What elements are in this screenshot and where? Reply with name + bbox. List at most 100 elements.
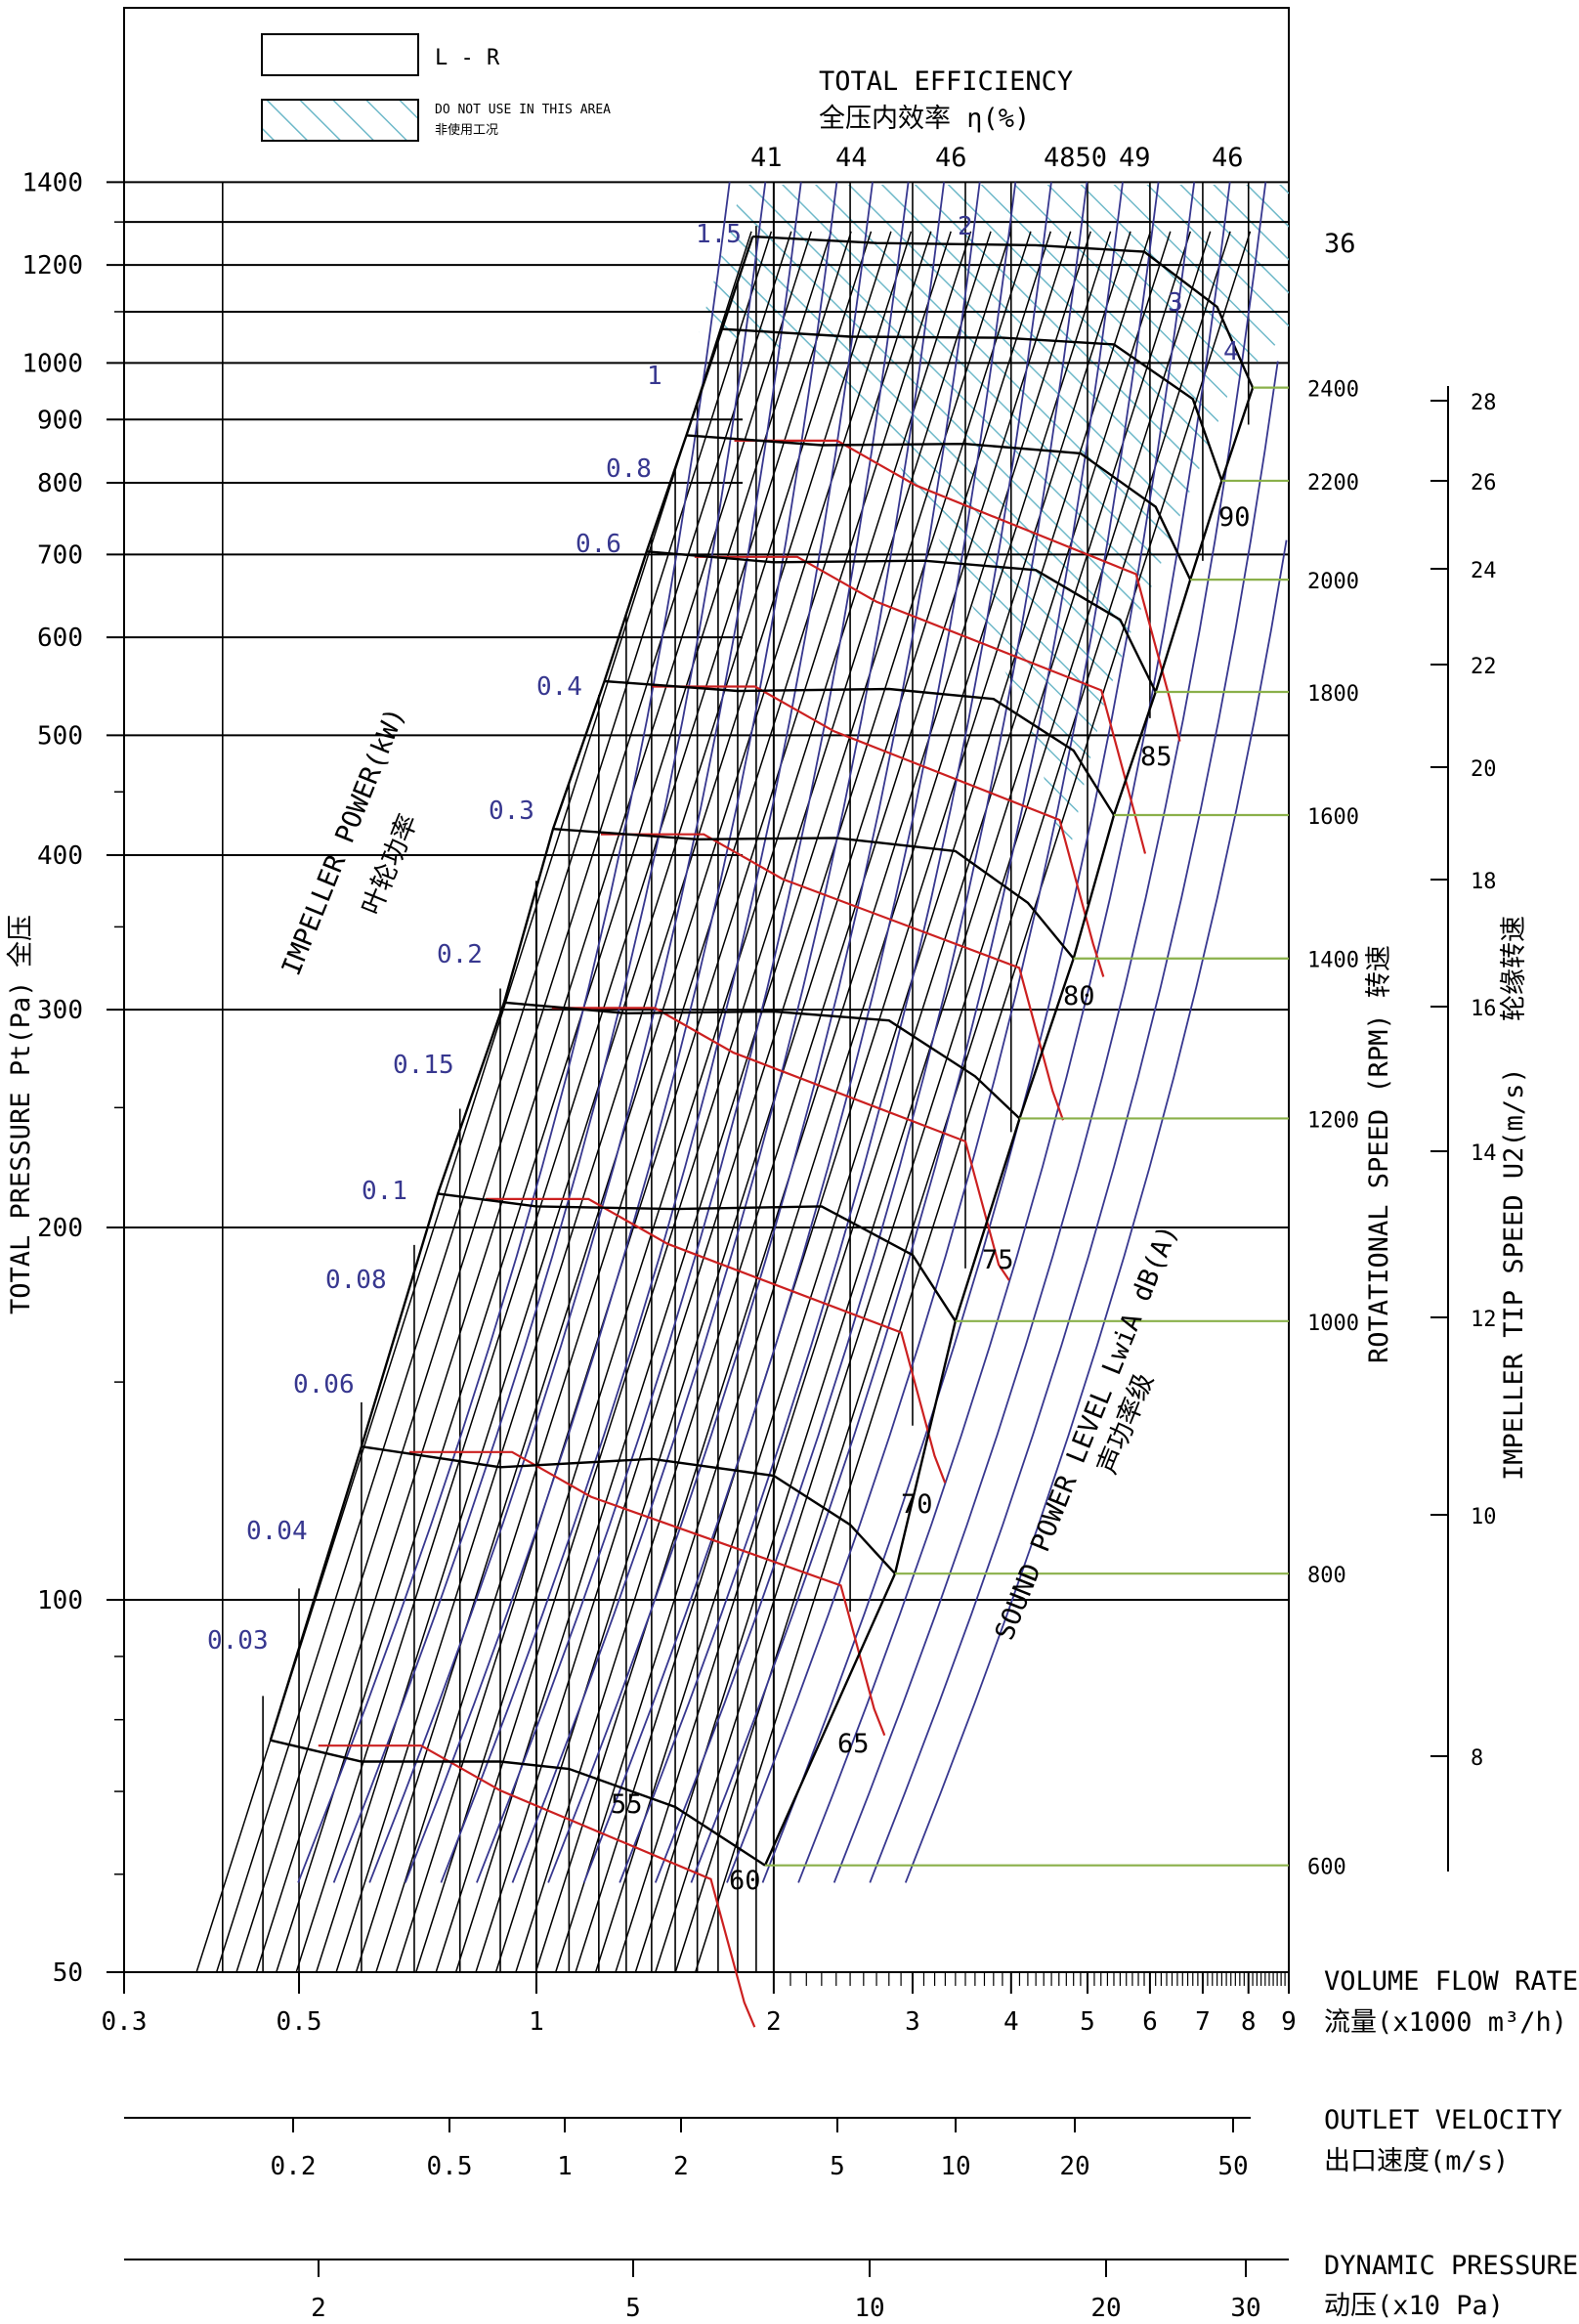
velocity-tick-label: 0.2: [271, 2152, 317, 2181]
dynamic-tick-label: 5: [625, 2294, 641, 2323]
sound-curve: [601, 833, 1065, 1121]
efficiency-label: 36: [1324, 229, 1356, 259]
x-tick-label: 7: [1195, 2007, 1211, 2037]
rpm-label: 800: [1307, 1564, 1346, 1588]
y-axis-title-cn: 全压: [6, 915, 36, 968]
tip-axis-title-cn: 轮缘转速: [1499, 916, 1529, 1021]
fan-curve-2400: [752, 235, 1255, 389]
y-tick-label: 200: [37, 1214, 83, 1243]
y-tick-label: 700: [37, 540, 83, 570]
power-curve: [297, 182, 731, 1883]
system-line: [215, 231, 773, 1973]
velocity-tick-label: 20: [1059, 2152, 1089, 2181]
velocity-tick-label: 0.5: [427, 2152, 473, 2181]
y-tick-label: 600: [37, 624, 83, 653]
rpm-label: 1800: [1307, 682, 1359, 707]
power-curve: [797, 182, 1231, 1883]
system-line: [634, 231, 1192, 1973]
x-tick-label: 5: [1080, 2007, 1095, 2037]
y-tick-label: 900: [37, 406, 83, 435]
rpm-label: 2200: [1307, 471, 1359, 495]
rpm-label: 600: [1307, 1856, 1346, 1880]
efficiency-label: 46: [935, 143, 967, 173]
power-label: 0.04: [246, 1517, 308, 1546]
power-label: 3: [1168, 288, 1183, 318]
y-tick-label: 800: [37, 469, 83, 498]
tip-tick-label: 8: [1471, 1746, 1483, 1771]
power-curve: [547, 182, 981, 1883]
power-curves: [297, 182, 1288, 1883]
efficiency-title-en: TOTAL EFFICIENCY: [819, 66, 1073, 97]
tip-tick-label: 20: [1471, 757, 1497, 782]
x-tick-label: 9: [1281, 2007, 1297, 2037]
x-tick-label: 2: [766, 2007, 782, 2037]
power-curve: [726, 182, 1160, 1883]
legend: L - R DO NOT USE IN THIS AREA 非使用工况: [261, 33, 611, 142]
system-line: [415, 231, 972, 1973]
dynamic-axis-title-en: DYNAMIC PRESSURE: [1324, 2251, 1578, 2281]
dynamic-tick-label: 30: [1230, 2294, 1260, 2323]
system-line: [276, 231, 832, 1973]
power-title-cn: 叶轮功率: [357, 810, 424, 920]
legend-hatch-swatch: [261, 99, 419, 142]
system-line: [335, 231, 892, 1973]
system-line: [295, 231, 852, 1973]
tip-tick-label: 18: [1471, 870, 1497, 894]
fan-curve-800: [361, 1445, 896, 1575]
power-label: 1: [647, 362, 662, 391]
tip-axis-title-en: IMPELLER TIP SPEED U2(m/s): [1499, 1067, 1529, 1481]
dynamic-axis-title-cn: 动压(x10 Pa): [1324, 2291, 1504, 2321]
bottom-axes: 0.3 0.5 1 2 3 4 5 6 7 8 9 0.2 0.5 1 2 5 10 20 50 2 5 10 20 30: [102, 1972, 1297, 2323]
power-label: 0.03: [207, 1626, 269, 1656]
power-curve: [690, 182, 1124, 1883]
plot-frame: [123, 7, 1290, 1973]
dynamic-tick-label: 10: [854, 2294, 884, 2323]
y-tick-label: 1400: [21, 168, 83, 197]
y-tick-label: 1000: [21, 349, 83, 378]
fan-curve-1800: [646, 550, 1157, 693]
x-tick-label: 6: [1142, 2007, 1158, 2037]
chart-labels: 5010020030040050060070080090010001200140…: [21, 143, 1496, 1988]
y-tick-label: 1200: [21, 251, 83, 280]
x-tick-label: 4: [1003, 2007, 1019, 2037]
dynamic-tick-label: 20: [1090, 2294, 1121, 2323]
flow-axis-title-en: VOLUME FLOW RATE: [1324, 1966, 1578, 1997]
y-tick-label: 500: [37, 721, 83, 751]
fan-curve-1000: [437, 1192, 957, 1322]
tip-tick-label: 10: [1471, 1505, 1497, 1529]
system-line: [575, 231, 1131, 1973]
sound-curve: [652, 685, 1105, 977]
system-line: [454, 231, 1012, 1973]
rpm-label: 1000: [1307, 1312, 1359, 1336]
rpm-label: 2400: [1307, 378, 1359, 403]
tip-tick-label: 14: [1471, 1141, 1497, 1166]
system-line: [615, 231, 1172, 1973]
power-label: 0.8: [606, 454, 652, 484]
fan-curve-1200: [503, 1001, 1021, 1120]
efficiency-title-cn: 全压内效率 η(%): [819, 104, 1030, 134]
sound-label: 70: [901, 1489, 933, 1520]
power-label: 0.2: [437, 940, 483, 969]
tip-tick-label: 26: [1471, 471, 1497, 495]
fan-curve-2000: [686, 434, 1192, 581]
power-label: 0.1: [362, 1177, 407, 1206]
efficiency-label: 49: [1119, 143, 1151, 173]
sound-label: 80: [1063, 981, 1095, 1011]
x-tick-label: 3: [905, 2007, 920, 2037]
fan-curve-600: [270, 1739, 766, 1867]
sound-label: 90: [1218, 502, 1251, 533]
system-line: [395, 231, 952, 1973]
y-tick-label: 300: [37, 996, 83, 1025]
velocity-tick-label: 5: [830, 2152, 845, 2181]
sound-label: 75: [982, 1245, 1014, 1275]
tip-tick-label: 12: [1471, 1308, 1497, 1332]
velocity-tick-label: 50: [1217, 2152, 1248, 2181]
power-curve: [761, 182, 1196, 1883]
velocity-axis-title-en: OUTLET VELOCITY: [1324, 2105, 1562, 2135]
power-curve: [332, 182, 767, 1883]
sound-curve: [734, 439, 1181, 742]
x-tick-label: 0.3: [102, 2007, 148, 2037]
y-tick-label: 50: [53, 1958, 83, 1988]
efficiency-label: 44: [835, 143, 868, 173]
